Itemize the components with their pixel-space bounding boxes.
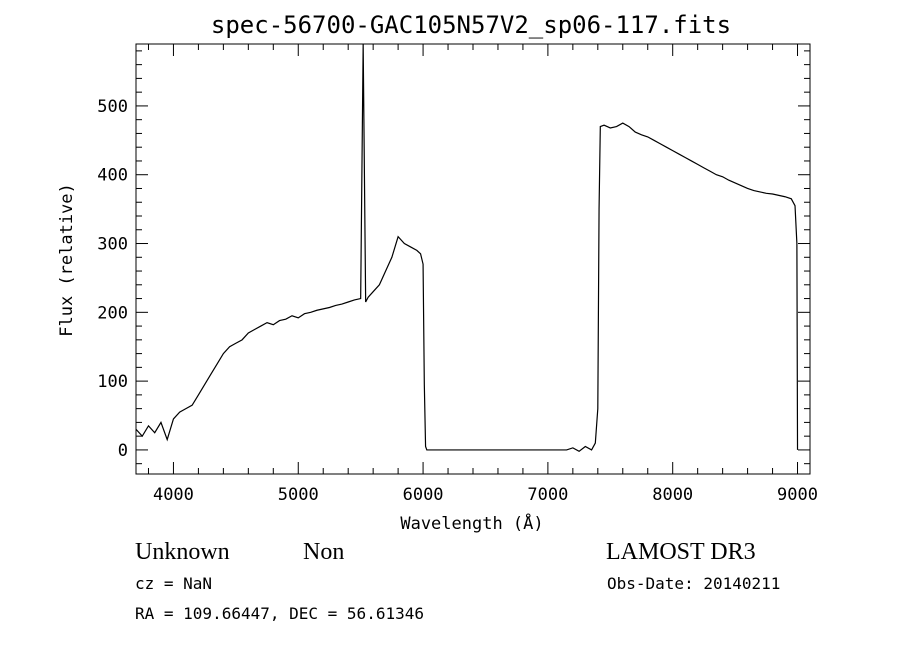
object-subclass-label: Non xyxy=(303,539,344,565)
y-tick-label: 300 xyxy=(97,235,128,255)
axis-ticks xyxy=(136,44,810,474)
x-axis-label: Wavelength (Å) xyxy=(400,512,543,534)
y-axis-label: Flux (relative) xyxy=(57,183,77,337)
x-tick-label: 6000 xyxy=(403,485,444,505)
y-tick-label: 200 xyxy=(97,303,128,323)
redshift-label: cz = NaN xyxy=(135,574,212,593)
x-tick-label: 4000 xyxy=(153,485,194,505)
axis-tick-labels: 4000 5000 6000 7000 8000 9000 0 100 200 300 400 500 xyxy=(97,97,818,505)
y-tick-label: 100 xyxy=(97,372,128,392)
spectrum-series-line xyxy=(135,43,799,453)
survey-label: LAMOST DR3 xyxy=(606,539,756,565)
x-tick-label: 7000 xyxy=(527,485,568,505)
obs-date-label: Obs-Date: 20140211 xyxy=(607,574,780,593)
y-tick-label: 400 xyxy=(97,166,128,186)
y-tick-label: 500 xyxy=(97,97,128,117)
object-class-label: Unknown xyxy=(135,539,230,565)
x-tick-label: 8000 xyxy=(652,485,693,505)
x-tick-label: 9000 xyxy=(777,485,818,505)
y-tick-label: 0 xyxy=(118,441,128,461)
chart-title: spec-56700-GAC105N57V2_sp06-117.fits xyxy=(211,11,731,39)
coordinates-label: RA = 109.66447, DEC = 56.61346 xyxy=(135,604,424,623)
x-tick-label: 5000 xyxy=(278,485,319,505)
